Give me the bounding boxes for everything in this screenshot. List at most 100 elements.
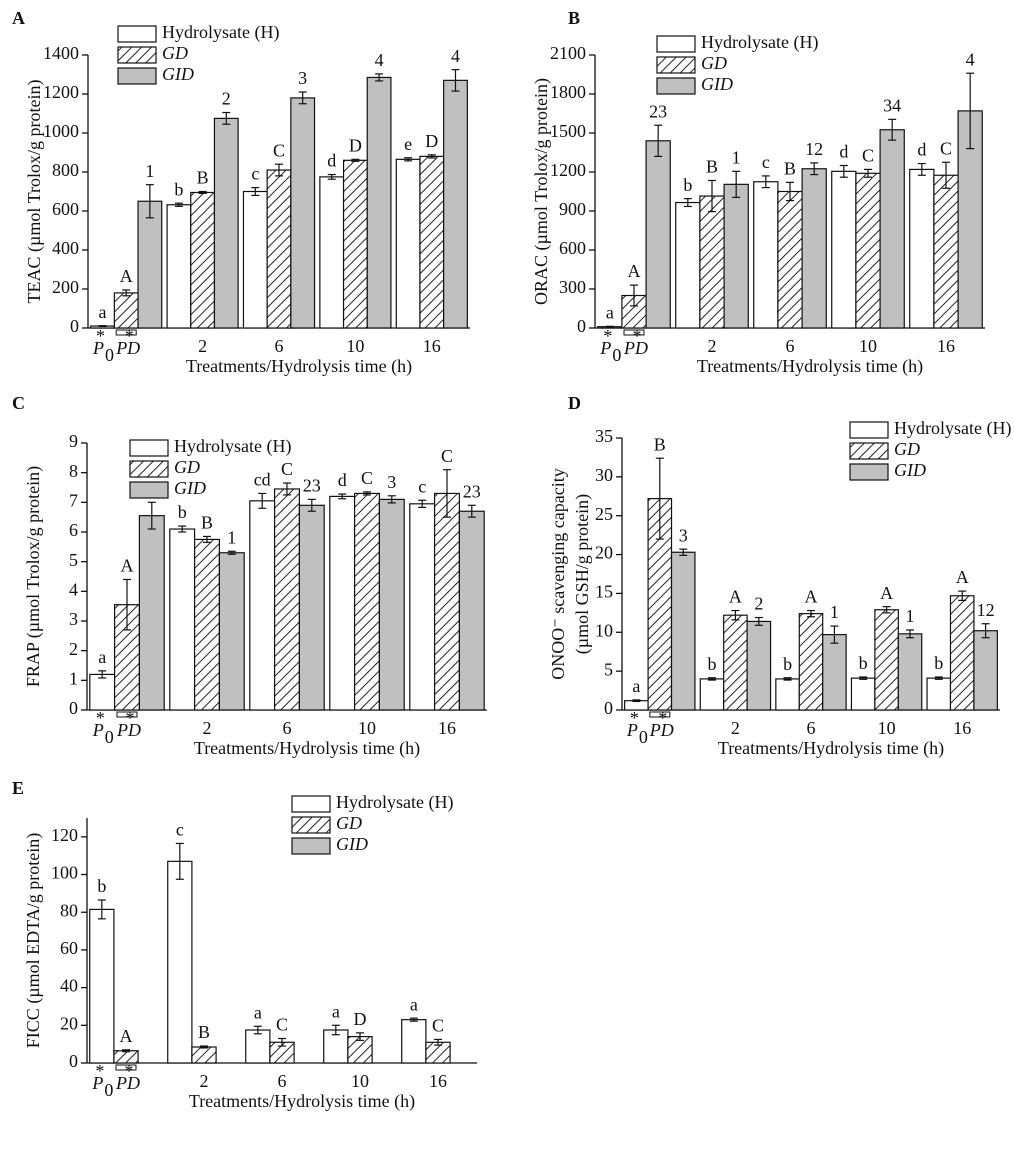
x-tick-label: 2 [198,336,207,356]
y-axis-title: ONOO⁻ scavenging capacity [548,468,568,679]
significance-letter: A [120,266,133,286]
significance-letter: b [97,876,106,896]
significance-letter: C [361,468,373,488]
bar [646,141,670,328]
x-tick-label: 2 [203,718,212,738]
bar [625,701,648,710]
y-tick-label: 600 [52,199,79,219]
significance-letter: A [956,567,969,587]
x-tick-label: 6 [786,336,795,356]
legend-label: GID [701,74,733,94]
x-tick-label: 0 [105,727,114,747]
legend-swatch [118,68,156,84]
legend-label: Hydrolysate (H) [174,436,291,457]
x-tick-label: 6 [807,718,816,738]
y-tick-label: 400 [52,238,79,258]
legend-label: Hydrolysate (H) [894,418,1011,439]
x-tick-label: 0 [104,1080,113,1100]
significance-letter: 12 [977,600,995,620]
y-tick-label: 25 [595,504,613,524]
y-tick-label: 60 [60,938,78,958]
y-tick-label: 7 [69,490,78,510]
legend-label: GD [162,43,188,63]
significance-letter: C [273,140,285,160]
y-tick-label: 1200 [43,82,79,102]
legend-label: GID [894,460,926,480]
bar [355,493,380,710]
legend-swatch [657,57,695,73]
bar [291,98,315,328]
legend-label: GD [894,439,920,459]
y-tick-label: 5 [69,550,78,570]
bar [747,621,770,710]
x-tick-label: 16 [953,718,971,738]
y-tick-label: 900 [559,199,586,219]
y-tick-label: 8 [69,461,78,481]
legend-swatch [292,838,330,854]
y-tick-label: 5 [604,659,613,679]
bar [250,501,275,710]
significance-letter: b [707,654,716,674]
legend-label: GID [162,64,194,84]
significance-letter: D [425,131,438,151]
y-tick-label: 15 [595,582,613,602]
bar [672,552,695,710]
x-tick-label: 2 [731,718,740,738]
bar [410,504,435,710]
x-tick-label: 2 [708,336,717,356]
bar [170,529,195,710]
bar [754,182,778,328]
significance-letter: C [862,146,874,166]
significance-letter: 34 [883,95,901,115]
significance-letter: C [281,459,293,479]
panel-label: E [12,778,24,798]
bar [444,80,468,328]
significance-letter: d [917,140,926,160]
x-tick-label: 16 [423,336,441,356]
significance-letter: c [418,476,426,496]
x-tick-label: * [630,708,639,728]
x-tick-label: 6 [275,336,284,356]
x-tick-label: * [96,708,105,728]
y-tick-label: 2100 [550,43,586,63]
significance-letter: 3 [387,472,396,492]
significance-letter: 4 [375,50,384,70]
bar [243,192,267,329]
significance-letter: 2 [222,89,231,109]
significance-letter: 23 [649,101,667,121]
x-axis-title: Treatments/Hydrolysis time (h) [189,1091,415,1112]
bar [700,679,723,710]
significance-letter: C [940,138,952,158]
bar [856,173,880,328]
x-tick-label: 0 [612,345,621,365]
significance-letter: 1 [830,602,839,622]
significance-letter: 4 [451,46,460,66]
bar [299,505,324,710]
significance-letter: 1 [227,527,236,547]
bar [776,679,799,710]
legend-swatch [657,36,695,52]
y-tick-label: 10 [595,620,613,640]
significance-letter: D [349,135,362,155]
legend-swatch [130,482,168,498]
significance-letter: 4 [966,49,975,69]
significance-letter: a [332,1001,340,1021]
significance-letter: a [254,1002,262,1022]
legend-swatch [118,26,156,42]
bar [114,293,138,328]
x-tick-label: 10 [358,718,376,738]
significance-letter: 1 [145,161,154,181]
bar [934,175,958,328]
y-tick-label: 1500 [550,121,586,141]
panel-label: D [568,393,581,413]
x-tick-label: 0 [639,727,648,747]
bar [898,634,921,710]
significance-letter: A [729,587,742,607]
x-axis-title: Treatments/Hydrolysis time (h) [186,356,412,377]
x-axis-title: Treatments/Hydrolysis time (h) [718,738,944,759]
bar [851,678,874,710]
figure: 0200400600800100012001400TEAC (µmol Trol… [0,0,1014,1153]
significance-letter: A [121,556,134,576]
bar [246,1030,270,1063]
significance-letter: cd [254,470,271,490]
